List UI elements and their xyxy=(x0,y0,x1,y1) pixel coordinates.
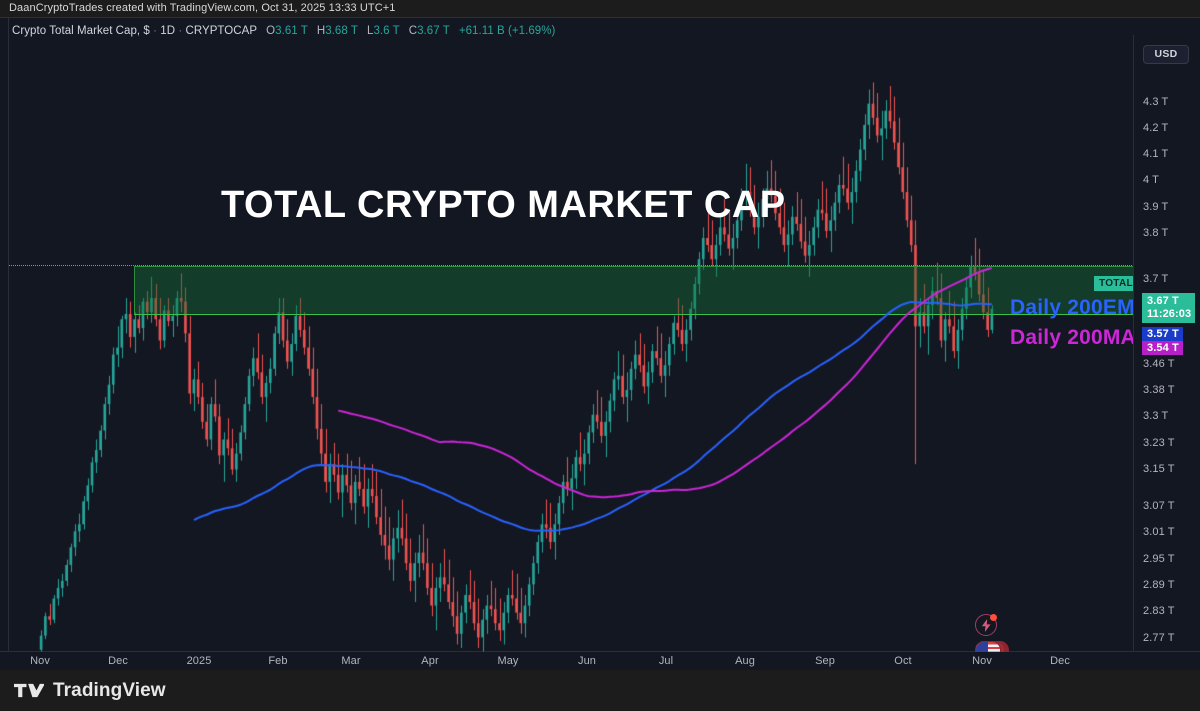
legend-symbol[interactable]: Crypto Total Market Cap, $ xyxy=(12,25,150,37)
legend-high-label: H xyxy=(316,25,326,37)
price-tick: 4.1 T xyxy=(1143,148,1169,160)
legend-sep-1: · xyxy=(153,25,158,37)
time-tick: May xyxy=(497,655,519,667)
legend-open-value: 3.61 T xyxy=(275,25,308,37)
price-tick: 3.38 T xyxy=(1143,384,1175,396)
price-tick: 3.15 T xyxy=(1143,463,1175,475)
price-tick: 3.01 T xyxy=(1143,526,1175,538)
chart-plot-area[interactable]: TOTAL CRYPTO MARKET CAP Daily 200EMA Dai… xyxy=(8,18,1133,652)
price-tick: 3.07 T xyxy=(1143,500,1175,512)
ma-overlay-label: Daily 200MA xyxy=(1010,326,1133,349)
time-tick: Dec xyxy=(108,655,128,667)
ema-price-badge: 3.57 T xyxy=(1142,327,1183,341)
total-countdown: 11:26:03 xyxy=(1147,308,1192,320)
total-series-tag: TOTAL xyxy=(1094,276,1133,291)
ema-overlay-label: Daily 200EMA xyxy=(1010,296,1133,319)
legend-high-value: 3.68 T xyxy=(325,25,358,37)
price-tick: 4.3 T xyxy=(1143,96,1169,108)
legend-low-label: L xyxy=(366,25,374,37)
legend-interval[interactable]: 1D xyxy=(160,25,176,37)
price-tick: 3.8 T xyxy=(1143,227,1169,239)
floating-icon-group[interactable] xyxy=(975,614,1009,652)
time-axis[interactable]: Nov Dec 2025 Feb Mar Apr May Jun Jul Aug Sep Oct Nov… xyxy=(0,651,1200,670)
tradingview-logo-icon xyxy=(14,683,44,698)
total-price-value: 3.67 T xyxy=(1147,295,1179,307)
price-tick: 2.83 T xyxy=(1143,605,1175,617)
lightning-bolt-icon[interactable] xyxy=(975,614,997,636)
time-tick: Dec xyxy=(1050,655,1070,667)
time-tick: Apr xyxy=(421,655,439,667)
legend-close-value: 3.67 T xyxy=(417,25,450,37)
price-tick: 2.77 T xyxy=(1143,632,1175,644)
time-tick: Nov xyxy=(30,655,50,667)
ma-price-badge: 3.54 T xyxy=(1142,341,1183,355)
legend-close-label: C xyxy=(408,25,418,37)
time-tick: 2025 xyxy=(186,655,212,667)
tradingview-brand-name: TradingView xyxy=(53,679,166,701)
time-tick: Nov xyxy=(972,655,992,667)
time-tick: Oct xyxy=(894,655,912,667)
notification-dot-icon xyxy=(990,614,997,621)
legend-change: +61.11 B (+1.69%) xyxy=(458,25,556,37)
price-tick: 3.9 T xyxy=(1143,201,1169,213)
price-tick: 3.23 T xyxy=(1143,437,1175,449)
price-tick: 3.3 T xyxy=(1143,410,1169,422)
price-tick: 2.89 T xyxy=(1143,579,1175,591)
time-tick: Jun xyxy=(577,655,597,667)
footer-bar: TradingView xyxy=(0,670,1200,711)
time-tick: Jul xyxy=(658,655,674,667)
time-tick: Feb xyxy=(268,655,288,667)
price-tick: 2.95 T xyxy=(1143,553,1175,565)
price-tick: 4 T xyxy=(1143,174,1159,186)
price-tick: 4.2 T xyxy=(1143,122,1169,134)
price-tick: 3.46 T xyxy=(1143,358,1175,370)
legend-exchange: CRYPTOCAP xyxy=(185,25,257,37)
time-tick: Sep xyxy=(815,655,835,667)
chart-shell: TOTAL CRYPTO MARKET CAP Daily 200EMA Dai… xyxy=(0,17,1200,688)
legend-sep-2: · xyxy=(178,25,183,37)
flag-stripes xyxy=(976,642,1000,652)
us-flag-stack-icon[interactable] xyxy=(975,641,1009,652)
time-tick: Aug xyxy=(735,655,755,667)
chart-legend[interactable]: Crypto Total Market Cap, $ · 1D · CRYPTO… xyxy=(12,24,555,38)
price-tick: 3.7 T xyxy=(1143,273,1169,285)
flag-canton xyxy=(976,642,988,652)
currency-selector[interactable]: USD xyxy=(1143,45,1189,64)
legend-open-label: O xyxy=(266,25,276,37)
attribution-bar: DaanCryptoTrades created with TradingVie… xyxy=(0,0,1200,17)
time-tick: Mar xyxy=(341,655,361,667)
moving-average-lines xyxy=(9,18,1133,652)
legend-low-value: 3.6 T xyxy=(373,25,400,37)
chart-watermark-title: TOTAL CRYPTO MARKET CAP xyxy=(221,184,786,226)
price-scale[interactable]: USD 4.3 T 4.2 T 4.1 T 4 T 3.9 T 3.8 T 3.7 T 3.6… xyxy=(1133,35,1200,688)
us-flag-icon[interactable] xyxy=(975,641,1001,652)
total-price-badge: 3.67 T 11:26:03 xyxy=(1142,293,1196,323)
